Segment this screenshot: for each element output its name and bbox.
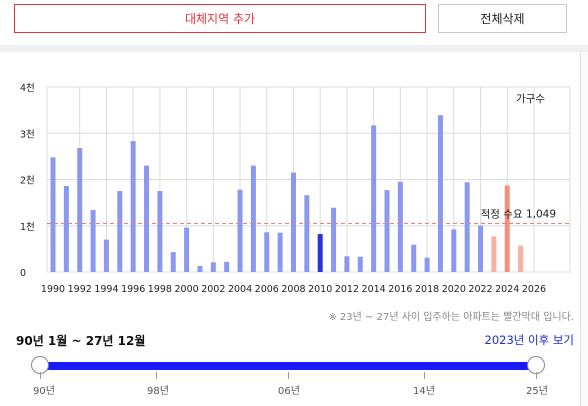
period-range-label: 90년 1월 ~ 27년 12월 xyxy=(16,334,146,348)
legend-label: 가구수 xyxy=(516,93,545,105)
x-tick-label: 1990 xyxy=(41,284,65,295)
y-tick-label: 0 xyxy=(20,268,26,279)
slider-tick xyxy=(424,372,425,379)
add-alternative-region-button[interactable]: 대체지역 추가 xyxy=(14,4,426,33)
bar xyxy=(518,245,524,272)
range-slider-track[interactable] xyxy=(40,362,536,370)
x-tick-label: 2004 xyxy=(228,284,252,295)
bar xyxy=(384,190,390,272)
bar xyxy=(264,232,270,272)
y-tick-label: 2천 xyxy=(20,176,35,187)
x-tick-label: 1998 xyxy=(148,284,172,295)
bar xyxy=(170,252,176,272)
slider-tick-label: 06년 xyxy=(278,386,300,397)
bar xyxy=(331,207,337,272)
bar xyxy=(451,229,457,272)
y-tick-label: 3천 xyxy=(20,129,35,140)
x-tick-label: 2024 xyxy=(495,284,519,295)
x-tick-label: 2000 xyxy=(175,284,199,295)
bar xyxy=(144,165,150,272)
bar xyxy=(437,115,443,273)
bar xyxy=(491,236,497,272)
bar xyxy=(411,244,417,272)
x-tick-label: 2014 xyxy=(362,284,386,295)
bar xyxy=(317,234,323,272)
bar xyxy=(344,256,350,272)
x-tick-label: 2002 xyxy=(201,284,225,295)
bar xyxy=(371,125,377,272)
slider-tick xyxy=(536,372,537,379)
bar xyxy=(224,261,230,272)
bar xyxy=(504,185,510,272)
bar xyxy=(304,195,310,272)
bar xyxy=(90,210,96,272)
slider-tick xyxy=(40,372,41,379)
x-tick-label: 2012 xyxy=(335,284,359,295)
bar xyxy=(397,181,403,272)
x-tick-label: 1994 xyxy=(94,284,118,295)
bar xyxy=(464,182,470,272)
view-after-2023-link[interactable]: 2023년 이후 보기 xyxy=(484,333,574,347)
slider-tick-label: 25년 xyxy=(526,386,548,397)
bar xyxy=(290,172,296,272)
bar xyxy=(277,232,283,272)
bar xyxy=(478,225,484,272)
scrollbar[interactable] xyxy=(580,52,588,406)
y-tick-label: 4천 xyxy=(20,83,35,94)
x-tick-label: 1992 xyxy=(68,284,92,295)
slider-tick-label: 98년 xyxy=(147,386,169,397)
x-tick-label: 2010 xyxy=(308,284,332,295)
slider-tick xyxy=(156,372,157,379)
reference-label: 적정 수요 1,049 xyxy=(481,208,556,220)
bar xyxy=(237,189,243,272)
bar xyxy=(50,157,56,272)
x-tick-label: 2018 xyxy=(415,284,439,295)
x-tick-label: 2016 xyxy=(388,284,412,295)
delete-all-button[interactable]: 전체삭제 xyxy=(438,4,567,33)
slider-tick-label: 90년 xyxy=(33,386,55,397)
bar xyxy=(184,227,190,272)
slider-tick xyxy=(288,372,289,379)
bar xyxy=(357,256,363,272)
footnote: ※ 23년 ~ 27년 사이 입주하는 아파트는 빨간막대 입니다. xyxy=(328,312,574,323)
x-tick-label: 2022 xyxy=(468,284,492,295)
bar xyxy=(424,257,430,272)
x-tick-label: 2026 xyxy=(522,284,546,295)
bar xyxy=(130,141,136,272)
slider-tick-label: 14년 xyxy=(413,386,435,397)
y-tick-label: 1천 xyxy=(20,222,35,233)
bar xyxy=(210,262,216,272)
bar xyxy=(157,191,163,272)
section-divider xyxy=(0,45,588,52)
x-tick-label: 1996 xyxy=(121,284,145,295)
x-tick-label: 2020 xyxy=(442,284,466,295)
bar xyxy=(63,185,69,272)
bar xyxy=(250,165,256,272)
bar xyxy=(117,191,123,272)
bar xyxy=(77,148,83,272)
x-tick-label: 2006 xyxy=(255,284,279,295)
bar xyxy=(103,239,109,272)
x-tick-label: 2008 xyxy=(281,284,305,295)
bar xyxy=(197,265,203,272)
